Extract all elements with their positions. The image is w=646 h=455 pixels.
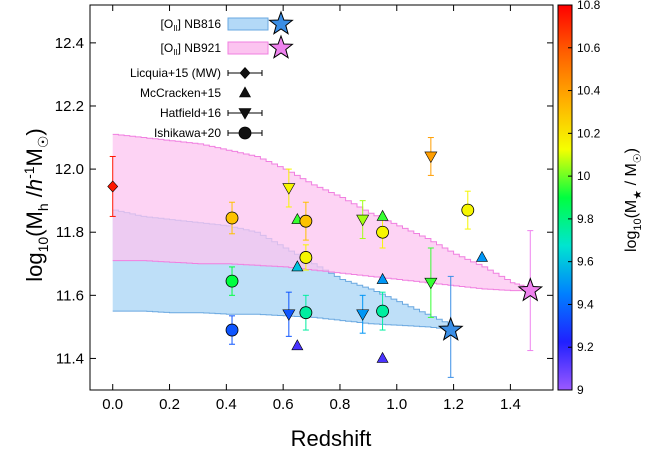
x-tick-label: 0.0 (102, 396, 123, 413)
ishikawa-20-point (225, 274, 239, 288)
star-point (437, 316, 464, 341)
colorbar-tick-label: 9.8 (577, 212, 594, 226)
band-fill (112, 134, 534, 291)
hatfield-16-point (424, 277, 438, 290)
x-tick-label: 0.8 (330, 396, 351, 413)
legend-band-swatch (227, 41, 269, 55)
y-tick-label: 11.8 (56, 224, 84, 241)
star-point (517, 277, 544, 302)
x-tick-label: 1.4 (500, 396, 521, 413)
hatfield-16-point (356, 309, 370, 321)
mccracken-15-point (291, 260, 304, 272)
hatfield-16-point (282, 183, 296, 195)
legend-marker (239, 67, 251, 79)
legend-label: [OII] NB921 (161, 41, 222, 57)
y-tick-label: 12.4 (55, 35, 84, 52)
colorbar-tick-label: 9.6 (577, 255, 594, 269)
licquia-15-mw-point (107, 180, 119, 193)
y-tick-label: 12.2 (55, 98, 84, 115)
legend-band-swatch (227, 17, 269, 31)
bands-layer (112, 133, 534, 330)
band-lower-edge (112, 260, 534, 292)
legend-label: Licquia+15 (MW) (130, 66, 221, 80)
ishikawa-20-point (299, 214, 313, 228)
mccracken-15-point (291, 339, 304, 351)
legend-label: McCracken+15 (140, 86, 221, 100)
colorbar-label: log10(M★ / M☉) (623, 148, 644, 252)
ishikawa-20-point (225, 211, 239, 225)
colorbar-tick-label: 10.2 (577, 126, 601, 140)
colorbar-tick-label: 10.8 (577, 0, 601, 12)
ishikawa-20-point (376, 304, 389, 318)
colorbar-tick-label: 10.6 (577, 41, 601, 55)
legend-label: Hatfield+16 (160, 106, 221, 120)
ishikawa-20-point (299, 251, 313, 264)
legend-marker (238, 108, 252, 120)
plot-frame (89, 4, 554, 391)
x-tick-label: 0.4 (216, 396, 237, 413)
x-tick-label: 0.6 (273, 396, 294, 413)
hatfield-16-point (356, 214, 370, 227)
legend-marker (238, 126, 252, 140)
hatfield-16-point (424, 151, 438, 164)
legend-label: Ishikawa+20 (154, 126, 221, 140)
hatfield-16-point (282, 309, 296, 321)
ishikawa-20-point (299, 306, 313, 320)
x-tick-label: 1.2 (443, 396, 464, 413)
band-upper-edge (112, 133, 534, 289)
legend-star-swatch (268, 10, 294, 35)
ishikawa-20-point (376, 225, 389, 239)
colorbar-tick-label: 10.4 (577, 84, 601, 98)
marks-layer (107, 137, 544, 378)
y-tick-label: 12.0 (55, 161, 84, 178)
colorbar-tick-label: 9.4 (577, 297, 594, 311)
mccracken-15-point (376, 209, 389, 221)
mccracken-15-point (475, 250, 488, 262)
ishikawa-20-point (225, 323, 239, 337)
legend-marker (238, 86, 252, 98)
mccracken-15-point (376, 272, 389, 284)
x-tick-label: 1.0 (386, 396, 407, 413)
colorbar: 9 9.2 9.4 9.6 9.8 10 10.2 10.4 10.6 10.8 (557, 0, 601, 397)
colorbar-ramp (557, 4, 573, 391)
colorbar-tick-label: 9.2 (577, 340, 594, 354)
axes-layer: 0.0 0.2 0.4 0.6 0.8 1.0 1.2 1.4 11.4 11.6 11.8 12.0… (55, 5, 553, 413)
colorbar-tick-label: 10 (577, 169, 591, 183)
legend-label: [OII] NB816 (161, 17, 222, 33)
colorbar-tick-label: 9 (577, 383, 584, 397)
mccracken-15-point (376, 351, 389, 363)
y-axis-label: log10(Mh /h-1M☉) (21, 128, 51, 282)
legend-star-swatch (268, 34, 294, 59)
x-axis-label: Redshift (291, 426, 372, 451)
y-tick-label: 11.4 (56, 350, 84, 367)
ishikawa-20-point (461, 203, 475, 217)
x-tick-label: 0.2 (159, 396, 180, 413)
legend: [OII] NB816 [OII] NB921 Licquia+15 (MW) McC… (130, 10, 294, 140)
y-tick-label: 11.6 (56, 287, 84, 304)
